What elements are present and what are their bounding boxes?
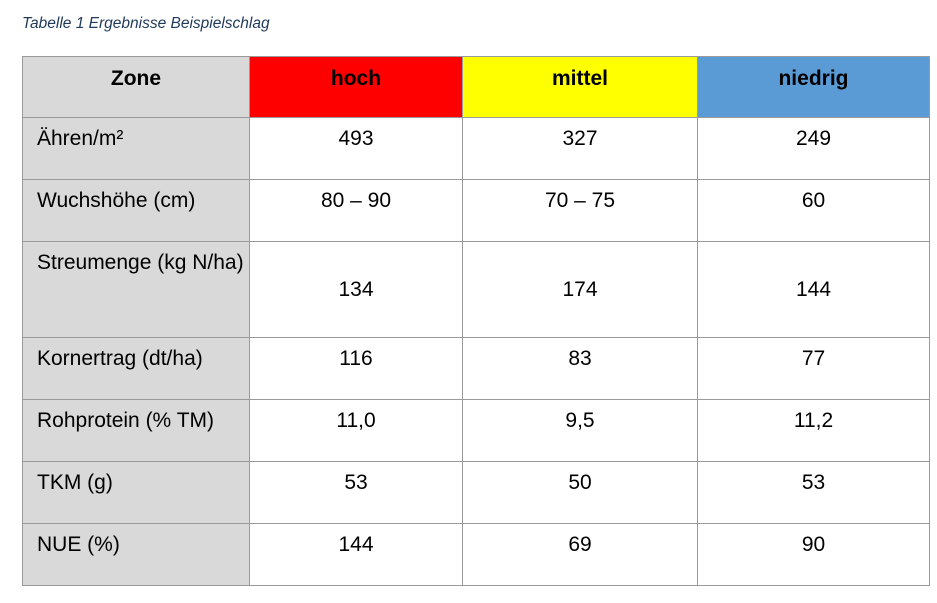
table-row: Wuchshöhe (cm) 80 – 90 70 – 75 60 bbox=[22, 179, 930, 242]
cell-niedrig: 144 bbox=[697, 241, 930, 338]
cell-hoch: 493 bbox=[249, 117, 463, 180]
table-caption: Tabelle 1 Ergebnisse Beispielschlag bbox=[22, 15, 270, 32]
row-label: Ähren/m² bbox=[22, 117, 250, 180]
cell-niedrig: 249 bbox=[697, 117, 930, 180]
table-row: Ähren/m² 493 327 249 bbox=[22, 117, 930, 180]
table-row: Streumenge (kg N/ha) 134 174 144 bbox=[22, 241, 930, 338]
row-label: Rohprotein (% TM) bbox=[22, 399, 250, 462]
cell-hoch: 134 bbox=[249, 241, 463, 338]
table-row: Kornertrag (dt/ha) 116 83 77 bbox=[22, 337, 930, 400]
cell-mittel: 50 bbox=[462, 461, 698, 524]
row-label: Kornertrag (dt/ha) bbox=[22, 337, 250, 400]
cell-niedrig: 60 bbox=[697, 179, 930, 242]
cell-hoch: 53 bbox=[249, 461, 463, 524]
cell-mittel: 70 – 75 bbox=[462, 179, 698, 242]
header-hoch: hoch bbox=[249, 56, 463, 118]
cell-mittel: 174 bbox=[462, 241, 698, 338]
cell-niedrig: 77 bbox=[697, 337, 930, 400]
header-mittel: mittel bbox=[462, 56, 698, 118]
row-label: TKM (g) bbox=[22, 461, 250, 524]
row-label: Wuchshöhe (cm) bbox=[22, 179, 250, 242]
cell-niedrig: 53 bbox=[697, 461, 930, 524]
header-zone: Zone bbox=[22, 56, 250, 118]
row-label: Streumenge (kg N/ha) bbox=[22, 241, 250, 338]
cell-hoch: 11,0 bbox=[249, 399, 463, 462]
cell-hoch: 144 bbox=[249, 523, 463, 586]
cell-niedrig: 90 bbox=[697, 523, 930, 586]
row-label: NUE (%) bbox=[22, 523, 250, 586]
header-niedrig: niedrig bbox=[697, 56, 930, 118]
cell-niedrig: 11,2 bbox=[697, 399, 930, 462]
cell-hoch: 80 – 90 bbox=[249, 179, 463, 242]
results-table: Zone hoch mittel niedrig Ähren/m² 493 32… bbox=[22, 56, 930, 586]
table-row: TKM (g) 53 50 53 bbox=[22, 461, 930, 524]
cell-mittel: 69 bbox=[462, 523, 698, 586]
table-row: Rohprotein (% TM) 11,0 9,5 11,2 bbox=[22, 399, 930, 462]
header-row: Zone hoch mittel niedrig bbox=[22, 56, 930, 118]
table-row: NUE (%) 144 69 90 bbox=[22, 523, 930, 586]
cell-mittel: 327 bbox=[462, 117, 698, 180]
cell-mittel: 9,5 bbox=[462, 399, 698, 462]
cell-hoch: 116 bbox=[249, 337, 463, 400]
cell-mittel: 83 bbox=[462, 337, 698, 400]
